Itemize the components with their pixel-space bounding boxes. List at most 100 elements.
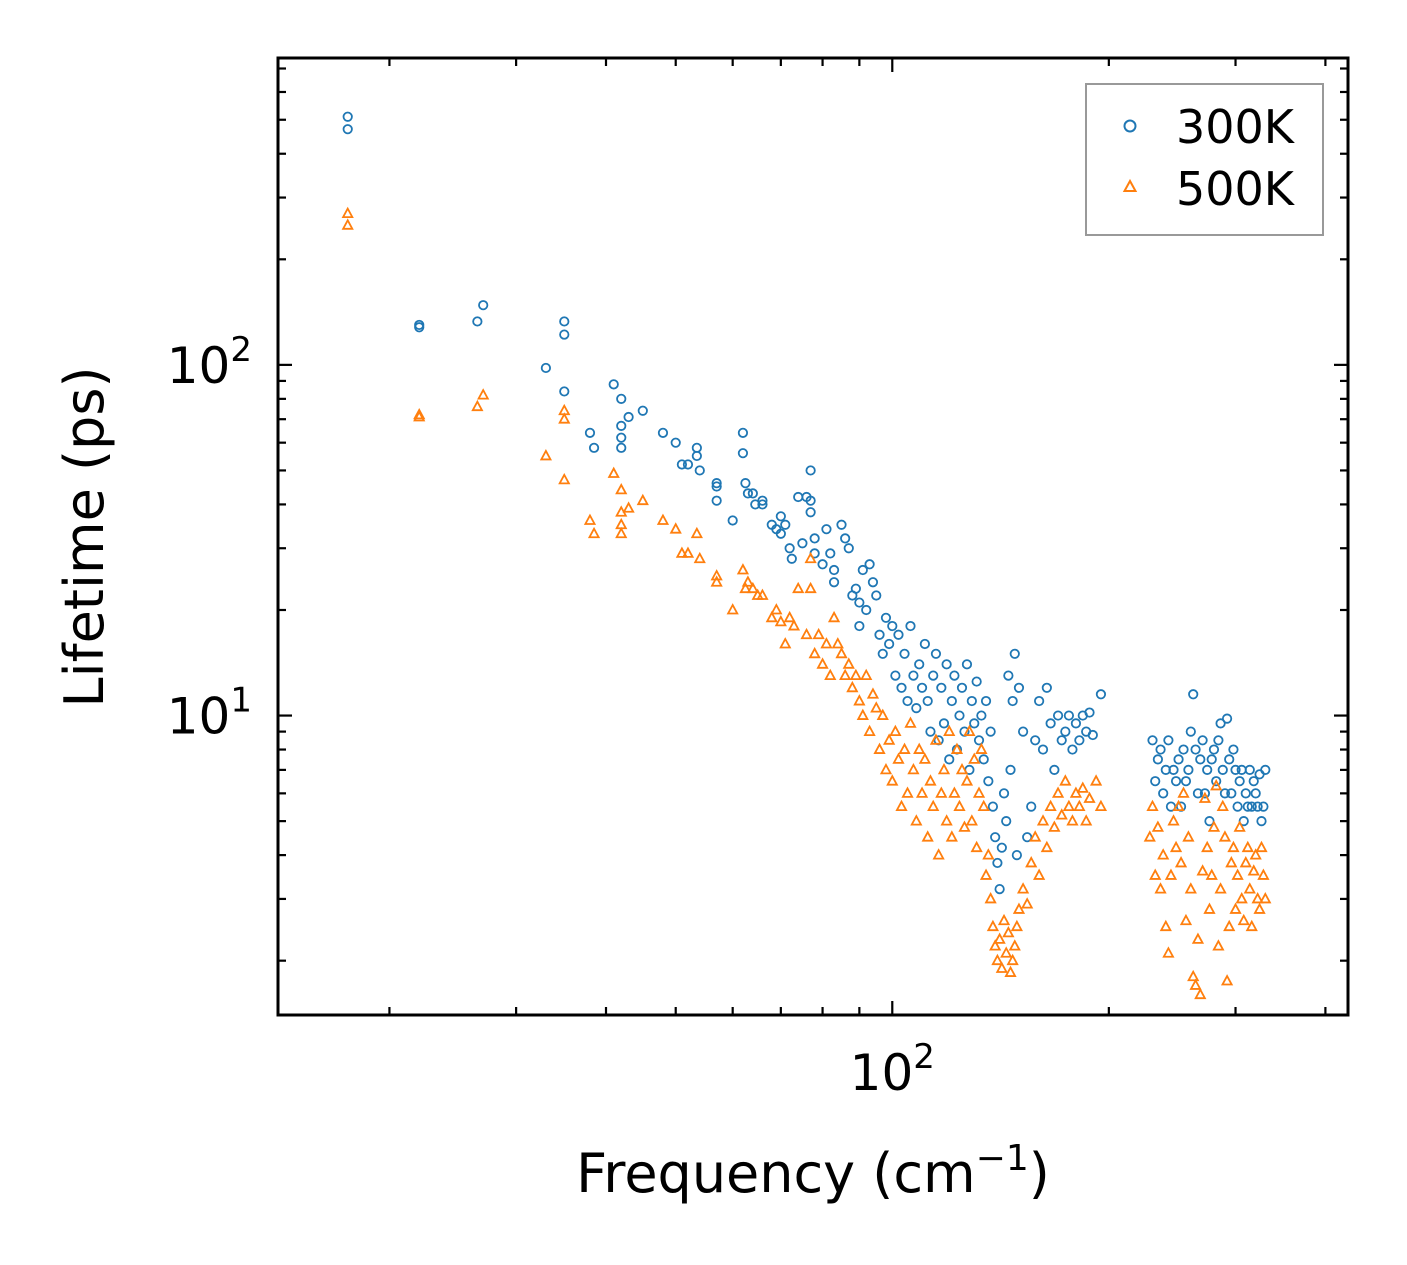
data-point-300k <box>861 604 872 616</box>
data-point-500k <box>935 786 948 798</box>
data-point-300k <box>985 726 996 737</box>
data-point-500k <box>681 546 695 558</box>
data-point-300k <box>850 583 861 594</box>
legend-marker-500k <box>1122 178 1138 192</box>
data-point-300k <box>1158 788 1169 799</box>
data-point-300k <box>983 776 994 787</box>
data-points <box>341 111 1272 1000</box>
data-point-300k <box>836 519 847 530</box>
data-point-300k <box>1252 801 1263 812</box>
data-point-300k <box>414 322 425 333</box>
data-point-500k <box>1073 799 1086 812</box>
data-point-300k <box>559 329 570 340</box>
data-point-500k <box>986 919 1000 932</box>
data-point-300k <box>884 638 895 650</box>
data-point-500k <box>975 742 988 754</box>
data-point-500k <box>1089 774 1103 786</box>
data-point-500k <box>1259 892 1272 904</box>
data-point-500k <box>970 840 983 853</box>
data-point-500k <box>898 742 911 754</box>
data-point-500k <box>860 668 873 681</box>
data-point-300k <box>740 478 751 489</box>
plot-frame <box>276 56 1350 1017</box>
data-point-500k <box>997 913 1011 926</box>
data-point-300k <box>1060 726 1071 737</box>
data-point-300k <box>1211 776 1222 787</box>
data-point-500k <box>1048 820 1061 832</box>
data-point-500k <box>1231 868 1244 880</box>
data-point-300k <box>1240 788 1251 799</box>
data-point-500k <box>710 575 723 587</box>
data-point-500k <box>982 848 995 860</box>
data-point-300k <box>1199 788 1211 799</box>
data-point-500k <box>901 786 914 798</box>
data-point-500k <box>710 569 723 581</box>
data-point-300k <box>987 801 999 812</box>
data-point-300k <box>809 533 820 544</box>
data-point-300k <box>711 478 722 489</box>
data-point-500k <box>892 752 905 764</box>
data-point-500k <box>1233 820 1246 832</box>
data-point-500k <box>615 483 628 495</box>
data-point-500k <box>1143 830 1156 842</box>
data-point-300k <box>1045 718 1056 729</box>
data-point-300k <box>623 411 634 423</box>
data-point-300k <box>757 495 768 506</box>
data-point-300k <box>821 524 832 535</box>
data-point-500k <box>886 774 899 786</box>
data-point-300k <box>1001 816 1012 827</box>
data-point-300k <box>1170 776 1182 787</box>
data-point-500k <box>1029 830 1042 842</box>
data-point-500k <box>824 668 837 681</box>
data-point-500k <box>1059 774 1072 786</box>
data-point-500k <box>927 799 940 812</box>
data-point-500k <box>756 588 769 600</box>
data-point-300k <box>938 718 950 729</box>
data-point-500k <box>940 814 953 826</box>
data-point-300k <box>1228 744 1239 755</box>
data-point-300k <box>1147 735 1158 746</box>
data-point-300k <box>928 670 939 681</box>
data-point-300k <box>828 577 840 588</box>
data-point-500k <box>820 637 833 649</box>
data-point-300k <box>896 682 907 693</box>
data-point-500k <box>1151 820 1165 832</box>
data-point-500k <box>800 627 813 640</box>
data-point-300k <box>805 507 816 518</box>
data-point-500k <box>1055 808 1068 820</box>
data-point-500k <box>866 687 880 699</box>
data-point-300k <box>946 695 957 707</box>
data-point-500k <box>1196 864 1209 876</box>
data-point-300k <box>1217 764 1228 775</box>
data-point-500k <box>675 546 689 558</box>
data-point-300k <box>1070 718 1082 729</box>
data-point-500k <box>341 218 354 230</box>
data-point-500k <box>1245 919 1258 932</box>
data-point-500k <box>808 646 821 659</box>
data-point-300k <box>1244 764 1255 775</box>
data-point-500k <box>1167 814 1180 826</box>
data-point-300k <box>840 533 851 544</box>
data-point-500k <box>1249 848 1262 860</box>
data-point-500k <box>1004 965 1017 977</box>
data-point-500k <box>1162 946 1175 958</box>
data-point-300k <box>670 437 681 448</box>
data-point-500k <box>1076 781 1089 793</box>
data-point-300k <box>1026 801 1037 812</box>
x-axis-label-sup: −1 <box>976 1138 1029 1179</box>
data-point-500k <box>787 619 801 631</box>
data-point-300k <box>956 682 968 693</box>
data-point-500k <box>1164 868 1178 880</box>
data-point-300k <box>1041 682 1052 693</box>
data-point-300k <box>478 300 489 311</box>
data-point-500k <box>690 526 703 539</box>
data-point-300k <box>1234 776 1245 787</box>
series-500k <box>341 206 1272 1000</box>
data-point-500k <box>1157 848 1170 860</box>
data-point-500k <box>656 513 670 525</box>
data-point-300k <box>588 442 600 453</box>
data-point-300k <box>727 515 738 526</box>
data-point-500k <box>1051 786 1065 798</box>
data-point-300k <box>1007 695 1018 707</box>
data-point-500k <box>948 786 961 798</box>
